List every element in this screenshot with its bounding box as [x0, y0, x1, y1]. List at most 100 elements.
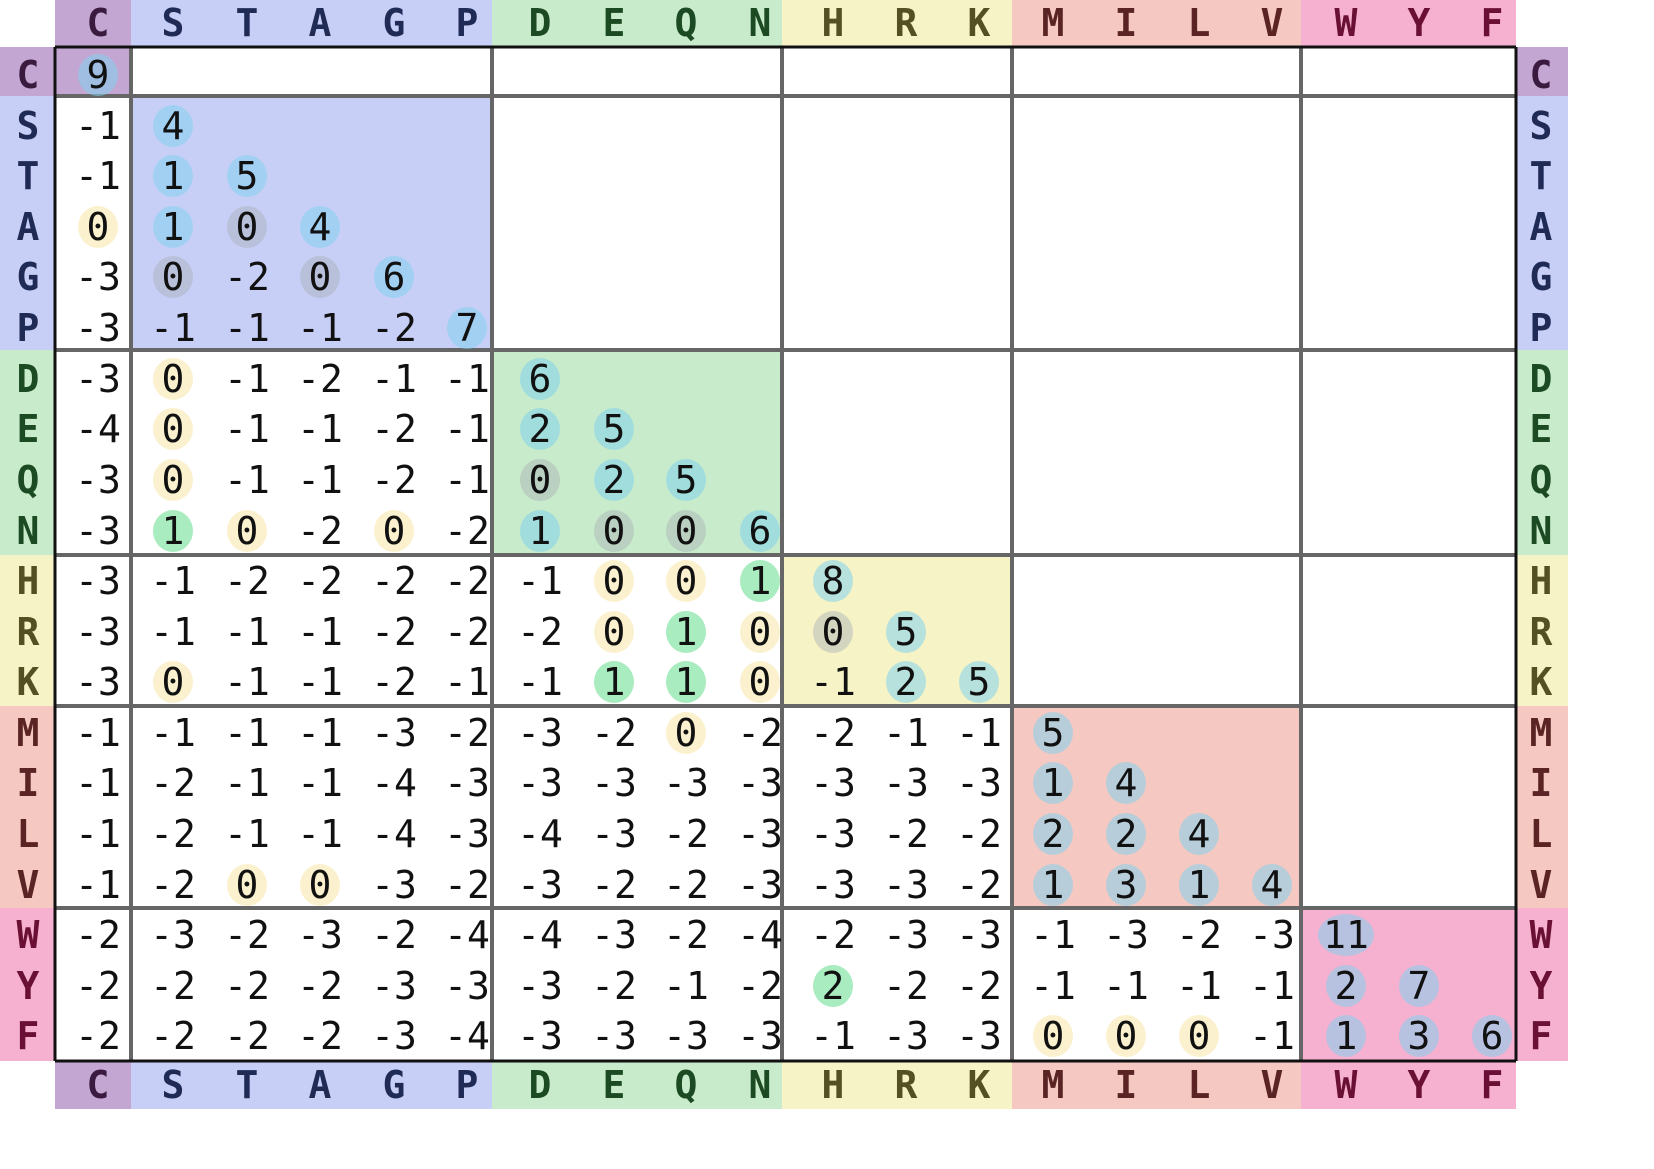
row-right-label-S: S	[1530, 104, 1553, 148]
score-cell: 5	[968, 660, 991, 704]
score-cell: -3	[371, 711, 417, 755]
score-cell: -3	[75, 559, 121, 603]
column-top-label-C: C	[87, 1, 110, 45]
score-highlight	[520, 358, 560, 400]
score-highlight	[300, 206, 340, 248]
score-highlight	[666, 712, 706, 754]
score-cell: -1	[224, 357, 270, 401]
right-header-band-5	[1516, 706, 1568, 908]
score-cell: -2	[75, 913, 121, 957]
score-cell: 0	[162, 458, 185, 502]
score-cell: -2	[224, 559, 270, 603]
score-cell: -3	[663, 1014, 709, 1058]
column-top-label-A: A	[309, 1, 332, 45]
score-cell: -1	[75, 154, 121, 198]
row-right-label-N: N	[1530, 509, 1553, 553]
row-right-label-K: K	[1530, 660, 1553, 704]
score-cell: -2	[663, 812, 709, 856]
score-cell: 0	[309, 863, 332, 907]
score-cell: -2	[150, 863, 196, 907]
score-cell: -2	[444, 610, 490, 654]
score-cell: -2	[297, 357, 343, 401]
score-cell: -2	[297, 964, 343, 1008]
row-left-label-D: D	[17, 357, 40, 401]
score-cell: -2	[591, 711, 637, 755]
score-highlight	[886, 661, 926, 703]
column-top-label-F: F	[1481, 1, 1504, 45]
column-top-label-I: I	[1115, 1, 1138, 45]
score-cell: -3	[956, 913, 1002, 957]
score-cell: -2	[371, 660, 417, 704]
score-cell: -3	[517, 964, 563, 1008]
score-highlight	[594, 611, 634, 653]
row-right-label-T: T	[1530, 154, 1553, 198]
score-cell: 6	[529, 357, 552, 401]
score-highlight	[1106, 1015, 1146, 1057]
column-top-label-D: D	[529, 1, 552, 45]
score-highlight	[227, 510, 267, 552]
score-cell: 3	[1115, 863, 1138, 907]
column-bottom-label-W: W	[1335, 1063, 1358, 1107]
score-cell: 6	[749, 509, 772, 553]
row-right-label-W: W	[1530, 913, 1553, 957]
score-cell: -1	[297, 458, 343, 502]
column-top-label-N: N	[749, 1, 772, 45]
score-cell: -4	[517, 913, 563, 957]
score-cell: -3	[956, 761, 1002, 805]
score-cell: 0	[162, 357, 185, 401]
score-highlight	[666, 510, 706, 552]
score-highlight	[594, 661, 634, 703]
score-cell: 0	[603, 509, 626, 553]
score-highlight	[300, 864, 340, 906]
score-cell: 6	[1481, 1014, 1504, 1058]
score-cell: -2	[956, 964, 1002, 1008]
row-right-label-R: R	[1530, 610, 1553, 654]
column-bottom-label-Q: Q	[675, 1063, 698, 1107]
score-cell: -3	[150, 913, 196, 957]
score-cell: -3	[956, 1014, 1002, 1058]
score-highlight	[447, 307, 487, 349]
score-highlight	[740, 611, 780, 653]
score-highlight	[1399, 1015, 1439, 1057]
score-highlight	[300, 256, 340, 298]
score-cell: -3	[371, 863, 417, 907]
score-cell: -2	[371, 913, 417, 957]
column-bottom-label-T: T	[236, 1063, 259, 1107]
score-highlight	[78, 54, 118, 96]
bottom-header-band-3	[492, 1061, 782, 1109]
column-bottom-label-K: K	[968, 1063, 991, 1107]
score-highlight	[1318, 914, 1374, 956]
top-header-band-3	[492, 0, 782, 47]
row-right-label-Y: Y	[1530, 964, 1553, 1008]
score-cell: -1	[224, 761, 270, 805]
row-left-label-F: F	[17, 1014, 40, 1058]
score-cell: -4	[371, 761, 417, 805]
score-highlight	[959, 661, 999, 703]
score-cell: -2	[810, 711, 856, 755]
score-cell: -2	[444, 559, 490, 603]
score-cell: -3	[810, 761, 856, 805]
score-cell: -3	[517, 711, 563, 755]
score-cell: -2	[224, 964, 270, 1008]
row-left-label-H: H	[17, 559, 40, 603]
score-highlight	[740, 661, 780, 703]
score-cell: 4	[309, 205, 332, 249]
score-highlight	[153, 661, 193, 703]
row-right-label-Q: Q	[1530, 458, 1553, 502]
row-right-label-G: G	[1530, 255, 1553, 299]
score-cell: 11	[1323, 913, 1369, 957]
score-cell: -3	[737, 863, 783, 907]
score-cell: -1	[297, 407, 343, 451]
score-cell: 1	[603, 660, 626, 704]
score-cell: 1	[529, 509, 552, 553]
score-highlight	[813, 611, 853, 653]
score-cell: -1	[297, 711, 343, 755]
score-highlight	[813, 965, 853, 1007]
row-left-label-I: I	[17, 761, 40, 805]
score-cell: 0	[1115, 1014, 1138, 1058]
score-cell: 9	[87, 53, 110, 97]
score-cell: 4	[1261, 863, 1284, 907]
score-cell: -2	[371, 407, 417, 451]
score-cell: 0	[675, 509, 698, 553]
score-cell: -1	[883, 711, 929, 755]
